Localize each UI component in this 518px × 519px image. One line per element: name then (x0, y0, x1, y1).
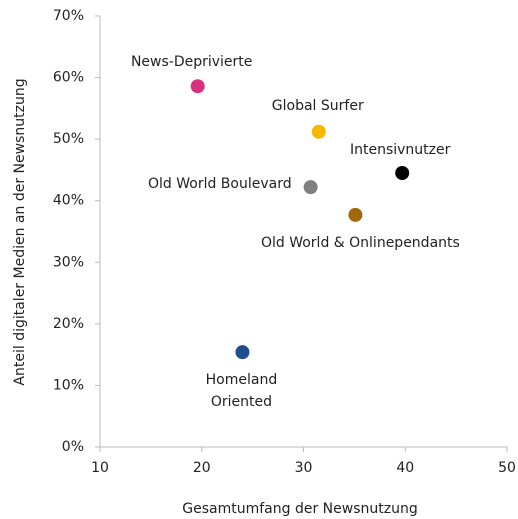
point-label: Homeland Oriented (206, 372, 278, 410)
point (190, 79, 205, 94)
point-label: Intensivnutzer (350, 142, 451, 158)
y-tick-label: 60% (53, 70, 84, 86)
x-tick-label: 20 (193, 460, 211, 476)
y-tick-label: 10% (53, 377, 84, 393)
point-label: News-Deprivierte (131, 54, 252, 70)
y-tick-label: 30% (53, 254, 84, 270)
y-tick-label: 0% (62, 439, 84, 455)
x-tick-label: 10 (91, 460, 109, 476)
x-axis-title: Gesamtumfang der Newsnutzung (182, 501, 417, 517)
point-label: Old World & Onlinependants (261, 235, 460, 251)
point-label: Global Surfer (272, 98, 364, 114)
point (303, 180, 318, 195)
point (235, 345, 250, 360)
y-axis-title: Anteil digitaler Medien an der Newsnutzu… (12, 78, 28, 385)
point (311, 124, 326, 139)
y-tick-label: 70% (53, 8, 84, 24)
y-tick-label: 40% (53, 193, 84, 209)
x-tick-label: 30 (295, 460, 313, 476)
x-tick-label: 40 (396, 460, 414, 476)
x-tick-label: 50 (498, 460, 516, 476)
point (395, 166, 410, 181)
point-label: Old World Boulevard (148, 176, 292, 192)
y-tick-label: 20% (53, 316, 84, 332)
y-tick-label: 50% (53, 131, 84, 147)
point (348, 207, 363, 222)
